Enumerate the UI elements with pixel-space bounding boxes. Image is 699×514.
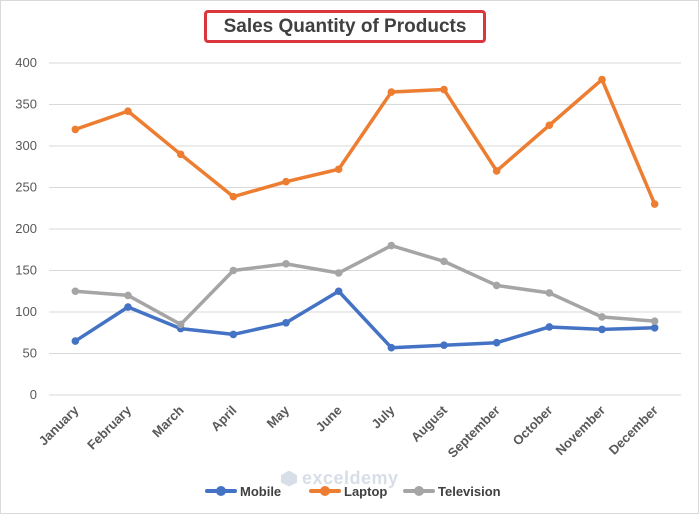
data-point-mobile [229,330,238,339]
data-point-television [545,289,554,297]
data-point-laptop [387,88,396,96]
x-tick-label: October [510,403,556,449]
data-point-laptop [124,107,132,115]
data-point-laptop [176,150,185,159]
data-point-television [282,260,290,268]
data-point-mobile [440,341,448,350]
legend-item-laptop: Laptop [309,479,387,503]
chart-title-text: Sales Quantity of Products [223,15,467,37]
data-point-mobile [124,303,132,311]
data-point-laptop [282,177,290,186]
data-point-mobile [650,323,659,332]
data-point-mobile [71,337,80,345]
data-point-laptop [545,121,554,130]
watermark-logo-icon [281,470,297,487]
y-tick-label: 250 [15,180,37,195]
data-point-laptop [334,165,343,174]
series-line-mobile [73,289,657,350]
chart-title: Sales Quantity of Products [204,10,486,43]
x-tick-label: January [36,402,82,448]
legend: Mobile Laptop Television [1,479,698,503]
y-tick-label: 350 [15,97,37,112]
data-point-mobile [492,338,501,347]
watermark: exceldemy [281,468,399,489]
x-tick-label: May [264,402,293,431]
data-point-television [124,291,132,300]
data-point-mobile [282,318,290,327]
data-point-television [387,241,396,250]
legend-label-laptop: Laptop [344,483,388,499]
data-point-mobile [387,343,396,352]
x-tick-label: November [553,403,609,459]
x-tick-label: December [606,403,661,458]
y-tick-label: 300 [15,138,37,153]
data-point-mobile [334,287,343,296]
gridlines [49,62,681,396]
y-tick-label: 50 [23,346,37,361]
legend-label-television: Television [438,483,501,499]
data-point-television [440,257,448,266]
x-tick-label: September [445,403,503,461]
series-line-laptop [73,77,657,206]
data-point-laptop [71,125,80,134]
x-tick-label: February [84,402,134,452]
y-tick-label: 200 [15,221,37,236]
legend-swatch-laptop [309,483,341,499]
watermark-text: exceldemy [302,468,399,488]
data-point-television [176,320,185,329]
data-point-laptop [650,200,659,208]
data-point-television [229,266,238,275]
series-line-television [73,243,657,327]
legend-item-mobile: Mobile [205,479,281,503]
y-axis-ticks: 0 50 100 150 200 250 300 350 400 [15,55,37,402]
data-point-television [650,317,659,325]
legend-swatch-television [403,483,435,499]
data-point-television [492,281,501,290]
y-tick-label: 400 [15,55,37,70]
x-axis-ticks: January February March April May June July Augu… [36,402,661,461]
data-point-television [598,313,606,321]
y-tick-label: 150 [15,263,37,278]
x-tick-label: March [149,402,187,440]
series-lines [71,75,659,352]
y-tick-label: 0 [30,387,37,402]
legend-swatch-mobile [205,483,237,499]
legend-item-television: Television [403,479,501,503]
x-tick-label: July [368,402,398,432]
data-point-laptop [492,167,501,175]
data-point-mobile [598,325,606,334]
legend-label-mobile: Mobile [240,483,282,499]
data-point-laptop [598,75,606,84]
x-tick-label: June [313,403,345,435]
x-tick-label: August [408,402,451,445]
x-tick-label: April [208,403,240,435]
data-point-television [71,287,80,296]
data-point-mobile [545,323,554,331]
data-point-laptop [229,192,238,201]
data-point-television [334,269,343,277]
data-point-laptop [440,85,448,94]
y-tick-label: 100 [15,304,37,319]
